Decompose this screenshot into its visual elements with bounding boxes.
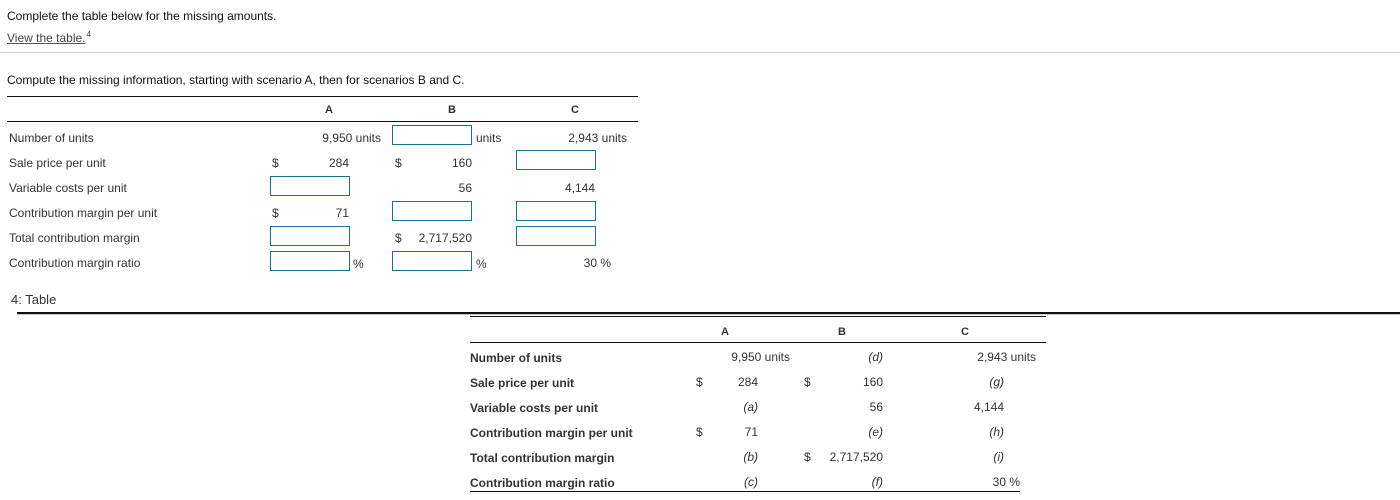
c-total-cm-input[interactable]	[516, 226, 596, 246]
ref-a-cm-ratio: (c)	[744, 475, 758, 489]
ref-row-label-number-of-units: Number of units	[470, 351, 562, 365]
footnote-rule	[17, 312, 1400, 314]
ref-c-cm-ratio: 30 %	[992, 475, 1020, 489]
instructions-text: Compute the missing information, startin…	[7, 73, 465, 87]
view-table-link[interactable]: View the table.4	[7, 30, 91, 45]
column-header-c: C	[571, 104, 579, 116]
ref-column-header-c: C	[961, 326, 969, 338]
row-label-cm-per-unit: Contribution margin per unit	[9, 206, 158, 220]
ref-row-label-cm-per-unit: Contribution margin per unit	[470, 426, 633, 440]
ref-c-variable-costs: 4,144	[973, 400, 1004, 414]
table-header-rule	[7, 121, 638, 122]
section-divider	[0, 52, 1400, 53]
ref-table-header-rule	[470, 342, 1046, 343]
footnote-marker: 4	[86, 30, 91, 39]
row-label-cm-ratio: Contribution margin ratio	[9, 256, 141, 270]
ref-row-label-total-cm: Total contribution margin	[470, 451, 615, 465]
a-cm-ratio-input[interactable]	[270, 251, 350, 271]
ref-a-variable-costs: (a)	[743, 400, 758, 414]
a-sale-price-dollar: $	[272, 156, 279, 170]
a-total-cm-input[interactable]	[270, 226, 350, 246]
row-label-sale-price: Sale price per unit	[9, 156, 106, 170]
b-sale-price-dollar: $	[395, 156, 402, 170]
b-number-of-units-input[interactable]	[392, 125, 472, 145]
a-variable-costs-input[interactable]	[270, 176, 350, 196]
ref-column-header-b: B	[838, 326, 846, 338]
b-cm-ratio-input[interactable]	[392, 251, 472, 271]
a-sale-price: 284	[328, 156, 349, 170]
ref-a-number-of-units: 9,950 units	[731, 350, 790, 364]
ref-a-sale-price: 284	[737, 375, 758, 389]
b-total-cm-dollar: $	[395, 231, 402, 245]
row-label-number-of-units: Number of units	[9, 131, 94, 145]
c-variable-costs: 4,144	[564, 181, 595, 195]
footnote-title: 4: Table	[11, 292, 57, 307]
c-number-of-units: 2,943 units	[568, 131, 627, 145]
a-cm-per-unit-dollar: $	[272, 206, 279, 220]
ref-b-sale-price: 160	[862, 375, 883, 389]
b-cm-per-unit-input[interactable]	[392, 201, 472, 221]
ref-c-total-cm: (i)	[993, 450, 1004, 464]
row-label-variable-costs: Variable costs per unit	[9, 181, 127, 195]
a-percent-suffix: %	[353, 257, 364, 271]
intro-text: Complete the table below for the missing…	[7, 9, 277, 23]
ref-column-header-a: A	[721, 326, 729, 338]
column-header-a: A	[325, 104, 333, 116]
ref-b-total-cm-dollar: $	[804, 450, 811, 464]
c-cm-per-unit-input[interactable]	[516, 201, 596, 221]
a-number-of-units: 9,950 units	[322, 131, 381, 145]
ref-row-label-variable-costs: Variable costs per unit	[470, 401, 599, 415]
ref-c-number-of-units: 2,943 units	[977, 350, 1036, 364]
row-label-total-cm: Total contribution margin	[9, 231, 140, 245]
ref-c-sale-price: (g)	[989, 375, 1004, 389]
b-total-cm: 2,717,520	[418, 231, 472, 245]
a-cm-per-unit: 71	[335, 206, 349, 220]
table-top-rule	[7, 96, 638, 97]
ref-b-cm-per-unit: (e)	[868, 425, 883, 439]
footnote-rule-shadow	[17, 314, 1400, 315]
ref-b-number-of-units: (d)	[868, 350, 883, 364]
ref-c-cm-per-unit: (h)	[989, 425, 1004, 439]
ref-a-cm-per-unit-dollar: $	[696, 425, 703, 439]
b-variable-costs: 56	[458, 181, 472, 195]
c-cm-ratio: 30 %	[583, 256, 611, 270]
ref-b-variable-costs: 56	[869, 400, 883, 414]
ref-table-bottom-rule	[470, 491, 1020, 492]
ref-a-sale-price-dollar: $	[696, 375, 703, 389]
c-sale-price-input[interactable]	[516, 150, 596, 170]
ref-row-label-cm-ratio: Contribution margin ratio	[470, 476, 615, 490]
b-percent-suffix: %	[476, 257, 487, 271]
ref-b-sale-price-dollar: $	[804, 375, 811, 389]
view-table-link-label[interactable]: View the table.	[7, 31, 86, 45]
ref-row-label-sale-price: Sale price per unit	[470, 376, 575, 390]
ref-a-total-cm: (b)	[743, 450, 758, 464]
ref-table-top-rule	[470, 316, 1046, 317]
b-units-suffix: units	[476, 131, 502, 145]
column-header-b: B	[448, 104, 456, 116]
ref-b-total-cm: 2,717,520	[829, 450, 883, 464]
b-sale-price: 160	[451, 156, 472, 170]
ref-a-cm-per-unit: 71	[744, 425, 758, 439]
ref-b-cm-ratio: (f)	[871, 475, 883, 489]
